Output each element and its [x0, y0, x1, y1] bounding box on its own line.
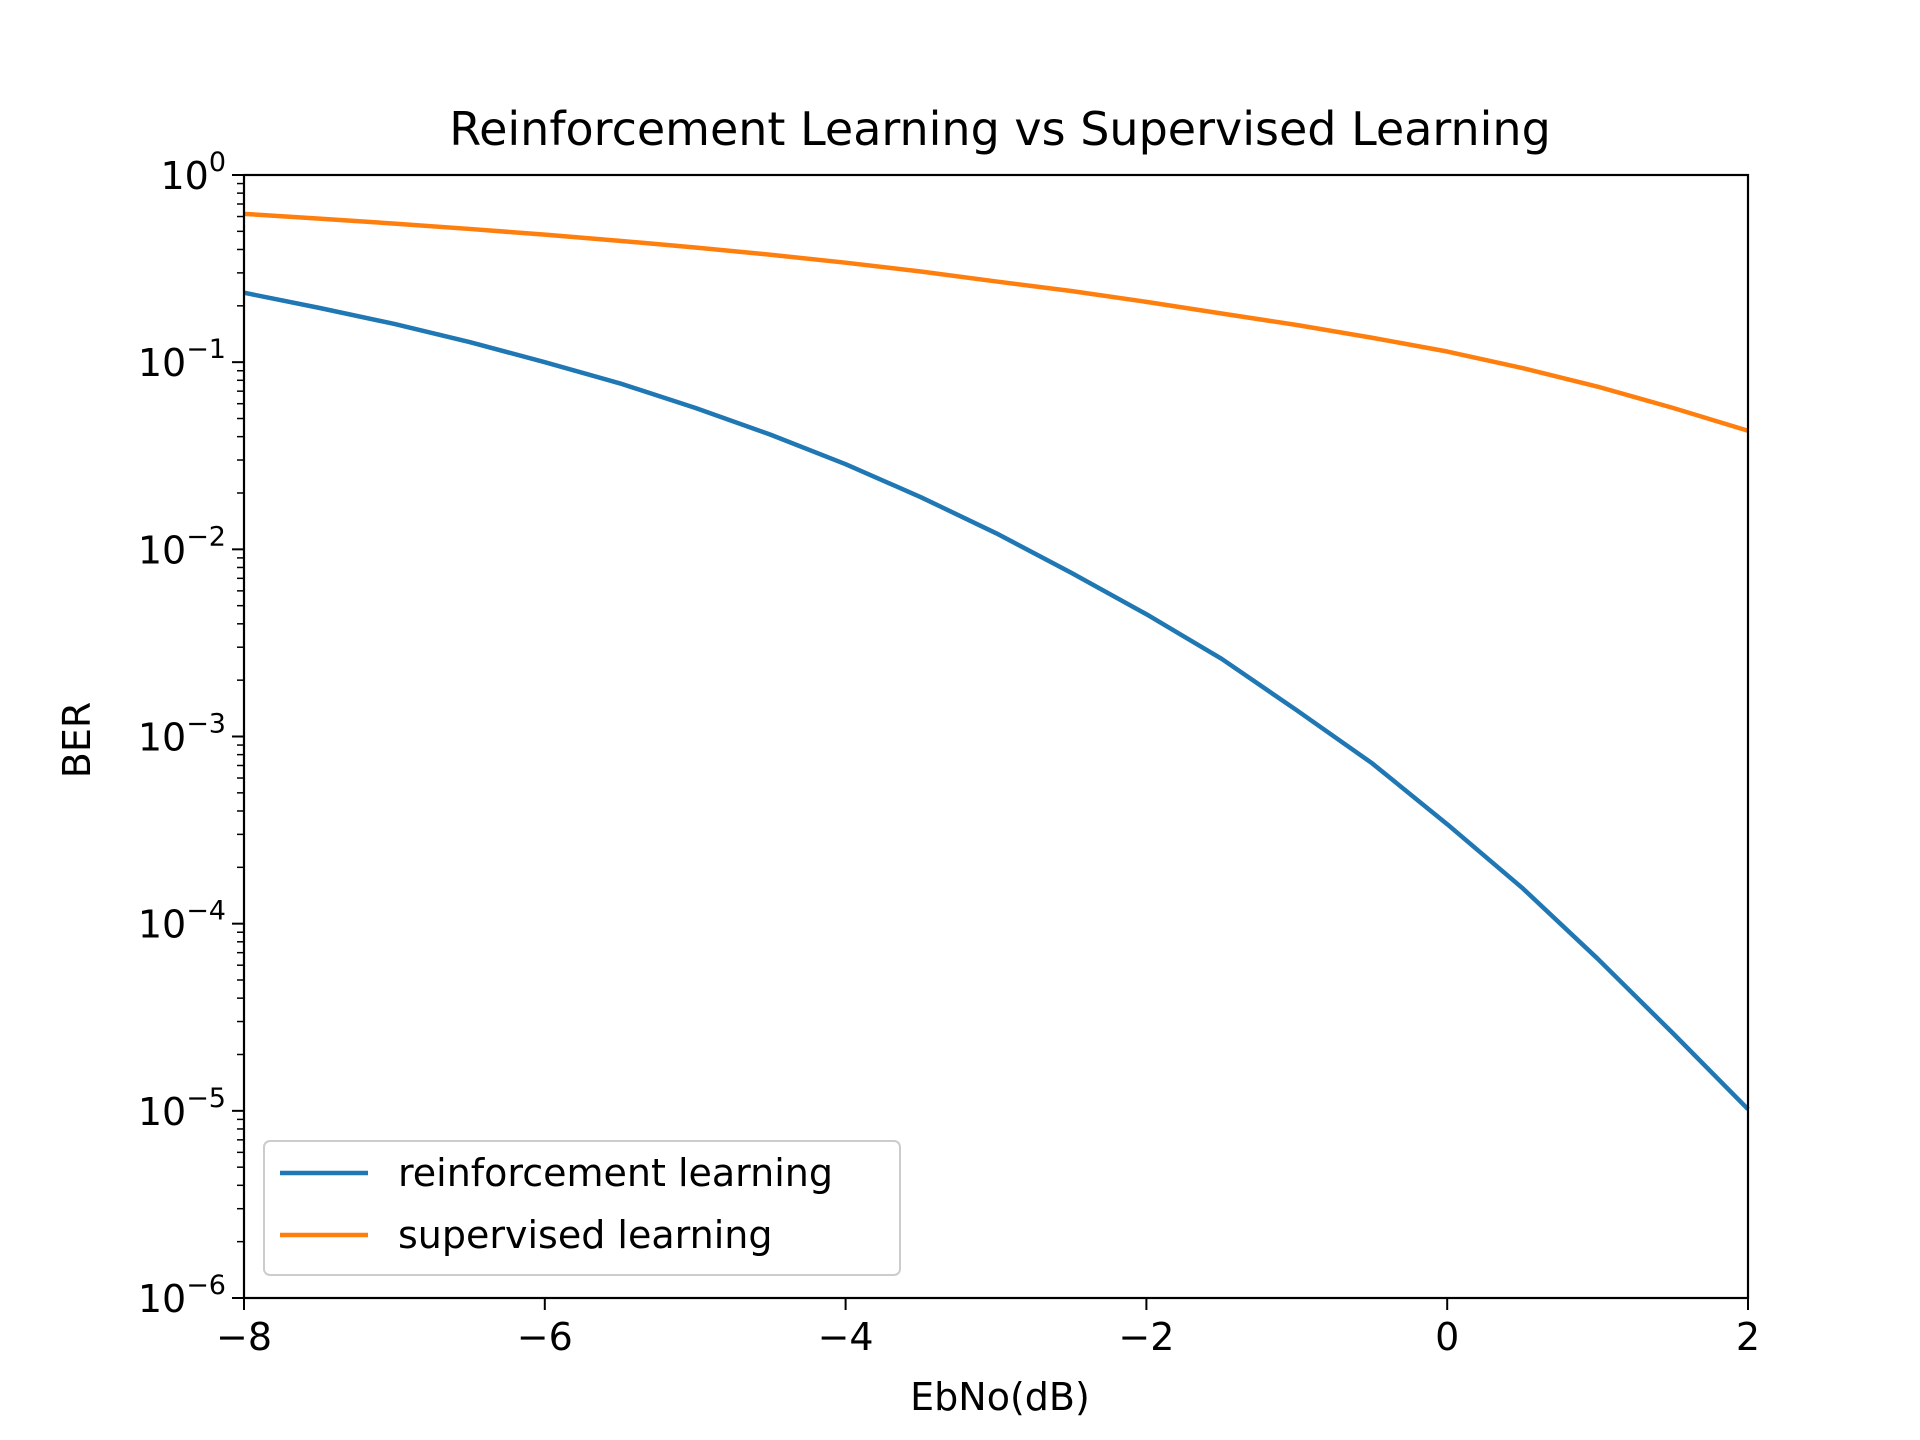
plot-frame	[242, 173, 1750, 1300]
plot-lines	[243, 211, 1750, 1111]
y-tick-label: 10−1	[138, 334, 226, 385]
legend-label-reinforcement: reinforcement learning	[398, 1151, 833, 1195]
series-line-reinforcement	[243, 290, 1750, 1111]
legend: reinforcement learning supervised learni…	[263, 1140, 901, 1276]
y-tick-label: 10−2	[138, 521, 226, 572]
y-axis-label: BER	[55, 702, 99, 778]
x-tick-label: −8	[216, 1315, 272, 1359]
y-tick-label: 10−4	[138, 896, 226, 947]
x-tick-label: −2	[1118, 1315, 1174, 1359]
y-tick-label: 10−6	[138, 1270, 226, 1321]
x-tick-label: 0	[1435, 1315, 1459, 1359]
y-tick-label: 10−3	[138, 709, 226, 760]
x-axis-label: EbNo(dB)	[910, 1375, 1090, 1419]
x-tick-label: 2	[1736, 1315, 1760, 1359]
chart-title: Reinforcement Learning vs Supervised Lea…	[449, 102, 1551, 156]
legend-box	[263, 1140, 901, 1276]
y-tick-label: 100	[160, 147, 226, 198]
y-axis: 100 10−1 10−2 10−3 10−4 10−5 10−6	[138, 147, 244, 1321]
series-line-supervised	[243, 211, 1749, 433]
x-tick-label: −4	[818, 1315, 874, 1359]
y-tick-label: 10−5	[138, 1083, 226, 1134]
x-axis: −8 −6 −4 −2 0 2	[216, 1298, 1760, 1359]
legend-label-supervised: supervised learning	[398, 1213, 772, 1257]
x-tick-label: −6	[517, 1315, 573, 1359]
